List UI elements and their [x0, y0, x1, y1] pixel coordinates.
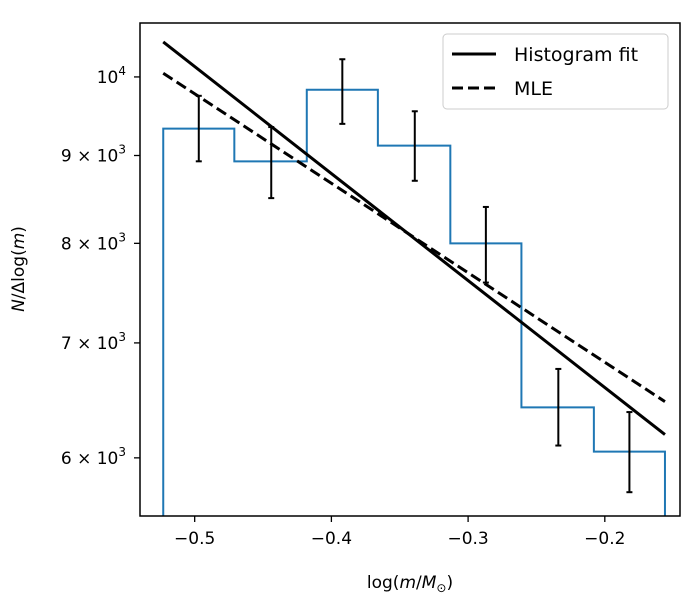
y-tick-label: 9 × 103 — [61, 143, 126, 167]
y-tick-exponent: 3 — [118, 230, 126, 244]
y-tick-label: 8 × 103 — [61, 230, 126, 254]
histogram-bin-3 — [307, 90, 378, 516]
x-tick-label: −0.5 — [174, 529, 215, 549]
fit-lines-layer — [162, 40, 666, 436]
x-tick-label: −0.2 — [584, 529, 625, 549]
errorbar-7 — [626, 411, 633, 494]
errorbar-5 — [482, 205, 489, 284]
y-tick-base: 6 × 10 — [61, 449, 119, 469]
y-tick-base: 8 × 10 — [61, 234, 119, 254]
y-tick-label: 6 × 103 — [61, 445, 126, 469]
legend-label: Histogram fit — [514, 44, 638, 66]
y-tick-exponent: 3 — [118, 143, 126, 157]
series-histogram-fit — [162, 40, 666, 436]
histogram-bin-2 — [234, 161, 306, 516]
histogram-bin-4 — [378, 146, 450, 516]
series-mle — [162, 71, 666, 403]
y-tick-base: 9 × 10 — [61, 147, 119, 167]
y-tick-base: 10 — [97, 68, 119, 88]
x-axis-label: log(m/M⊙) — [367, 573, 453, 595]
x-tick-label: −0.3 — [447, 529, 488, 549]
histogram-bin-1 — [163, 129, 234, 516]
errorbar-4 — [411, 110, 418, 182]
x-tick-label: −0.4 — [311, 529, 352, 549]
y-axis-label: N/Δlog(m) — [9, 226, 29, 312]
y-tick-exponent: 4 — [118, 64, 126, 78]
errorbar-3 — [339, 58, 346, 125]
plot-frame — [139, 22, 681, 517]
y-tick-base: 7 × 10 — [61, 334, 119, 354]
errorbar-6 — [555, 367, 562, 447]
y-tick-label: 104 — [97, 64, 126, 88]
y-tick-exponent: 3 — [118, 330, 126, 344]
y-tick-exponent: 3 — [118, 445, 126, 459]
x-axis: −0.5 −0.4 −0.3 −0.2 — [174, 516, 625, 549]
y-tick-label: 7 × 103 — [61, 330, 126, 354]
legend-label: MLE — [514, 78, 553, 100]
legend: Histogram fit MLE — [442, 33, 669, 110]
legend-box — [442, 33, 669, 110]
